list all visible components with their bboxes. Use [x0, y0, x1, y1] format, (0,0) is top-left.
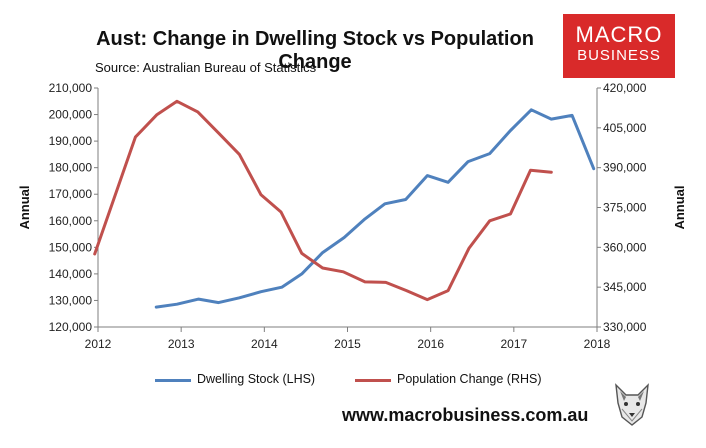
chart-title: Aust: Change in Dwelling Stock vs Popula… [96, 28, 534, 73]
x-tick-label: 2014 [251, 337, 278, 351]
y-left-tick-label: 130,000 [49, 293, 93, 307]
x-tick-label: 2013 [168, 337, 195, 351]
y-left-tick-label: 140,000 [49, 267, 93, 281]
y-left-tick-label: 180,000 [49, 161, 93, 175]
y-right-tick-label: 405,000 [603, 121, 647, 135]
x-tick-label: 2015 [334, 337, 361, 351]
y-right-tick-label: 390,000 [603, 161, 647, 175]
y-left-tick-label: 170,000 [49, 187, 93, 201]
legend-label-population: Population Change (RHS) [397, 372, 542, 386]
x-tick-label: 2012 [85, 337, 112, 351]
y-left-tick-label: 120,000 [49, 320, 93, 334]
y-axis-right-title: Annual [672, 185, 687, 229]
chart-axes: 120,000 130,000 140,000 150,000 160,000 170,0… [17, 81, 687, 351]
y-right-tick-label: 375,000 [603, 201, 647, 215]
x-tick-label: 2017 [500, 337, 527, 351]
y-left-tick-label: 150,000 [49, 240, 93, 254]
y-right-tick-label: 345,000 [603, 280, 647, 294]
y-left-tick-label: 160,000 [49, 214, 93, 228]
site-url: www.macrobusiness.com.au [342, 405, 589, 425]
chart-series [93, 99, 596, 309]
x-tick-label: 2018 [584, 337, 611, 351]
logo-line-1: MACRO [575, 22, 663, 47]
chart-source: Source: Australian Bureau of Statistics [95, 60, 317, 75]
y-axis-left-title: Annual [17, 185, 32, 229]
logo-line-2: BUSINESS [577, 47, 661, 64]
x-tick-label: 2016 [417, 337, 444, 351]
y-right-tick-label: 330,000 [603, 320, 647, 334]
population-change-line [93, 99, 553, 302]
y-right-tick-label: 420,000 [603, 81, 647, 95]
legend-swatch-dwelling [155, 379, 191, 382]
wolf-icon [615, 383, 649, 426]
y-left-tick-label: 190,000 [49, 134, 93, 148]
legend-swatch-population [355, 379, 391, 382]
macrobusiness-logo: MACRO BUSINESS [563, 14, 675, 78]
y-left-tick-label: 200,000 [49, 108, 93, 122]
dwelling-stock-line [154, 108, 596, 309]
legend-label-dwelling: Dwelling Stock (LHS) [197, 372, 316, 386]
y-right-tick-label: 360,000 [603, 240, 647, 254]
y-left-tick-label: 210,000 [49, 81, 93, 95]
